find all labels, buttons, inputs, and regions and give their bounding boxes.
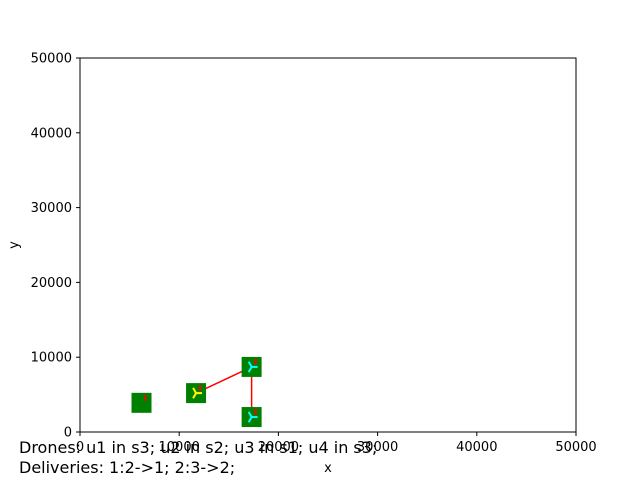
stations-layer: [131, 356, 262, 428]
deliveries-status-text: Deliveries: 1:2->1; 2:3->2;: [19, 458, 236, 477]
drone-marker: [247, 411, 258, 423]
y-tick-label: 50000: [31, 52, 72, 67]
y-tick-label: 10000: [31, 351, 72, 366]
x-tick-label: 0: [76, 440, 84, 455]
axes-frame: [79, 57, 577, 433]
x-tick-label: 20000: [258, 440, 299, 455]
y-axis-label: y: [7, 241, 22, 249]
y-axis-ticks: 0 10000 20000 30000 40000 50000: [31, 52, 80, 441]
x-tick-label: 40000: [456, 440, 497, 455]
x-axis-label: x: [324, 461, 332, 476]
drone-marker: [247, 361, 258, 373]
station-flag: [254, 358, 257, 365]
drone-marker: [192, 387, 203, 399]
y-tick-label: 30000: [31, 201, 72, 216]
x-tick-label: 50000: [555, 440, 596, 455]
station-marker: [131, 392, 152, 413]
drones-status-text: Drones: u1 in s3; u2 in s2; u3 in s1; u4…: [19, 438, 378, 457]
y-tick-label: 40000: [31, 126, 72, 141]
station-flag: [144, 394, 147, 401]
x-tick-label: 10000: [159, 440, 200, 455]
y-tick-label: 0: [64, 426, 72, 441]
y-tick-label: 20000: [31, 276, 72, 291]
station-flag: [254, 409, 257, 416]
station-flag: [199, 385, 202, 392]
x-axis-ticks: 0 10000 20000 30000 40000 50000: [76, 432, 597, 455]
x-tick-label: 30000: [357, 440, 398, 455]
